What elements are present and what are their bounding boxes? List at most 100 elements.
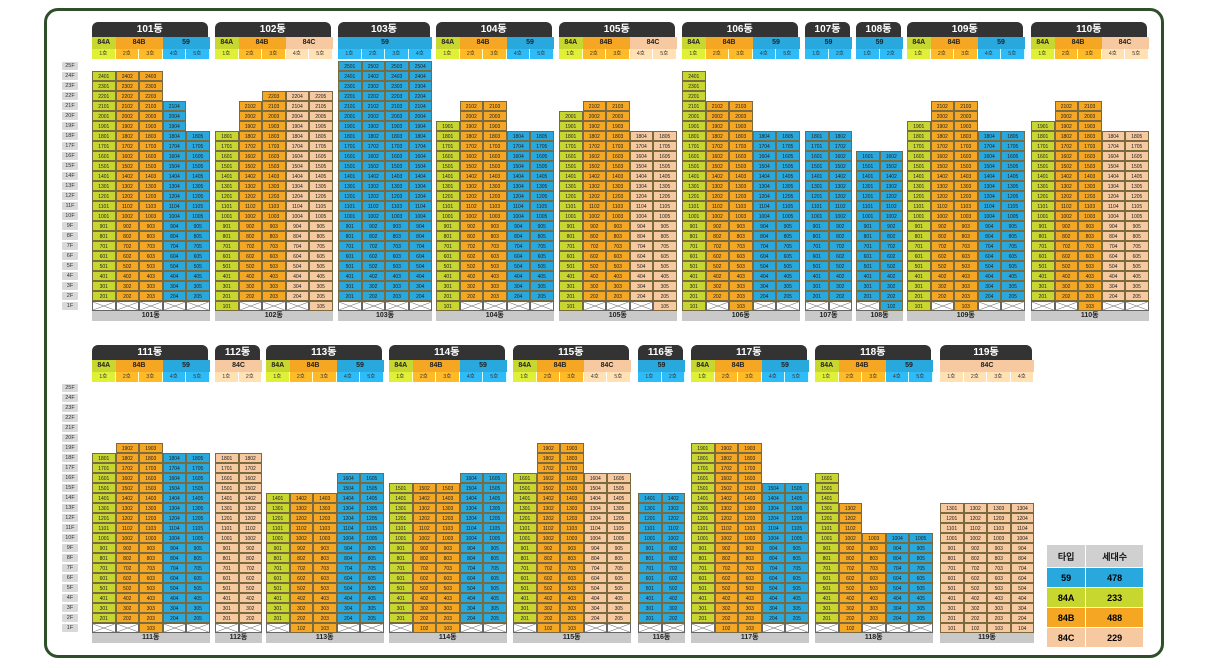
unit-cell: 1502 bbox=[714, 483, 738, 493]
building-header: 117동 bbox=[691, 345, 807, 360]
unit-cell: 504 bbox=[885, 583, 909, 593]
floor-label: 15F bbox=[62, 162, 78, 170]
unit-cell: 905 bbox=[530, 221, 554, 231]
unit-cell: 802 bbox=[1054, 231, 1078, 241]
unit-cell: 1702 bbox=[714, 463, 738, 473]
unit-cell: 1304 bbox=[459, 503, 483, 513]
unit-cell: 1202 bbox=[714, 513, 738, 523]
unit-cell: 1605 bbox=[776, 151, 800, 161]
unit-cell: 1001 bbox=[1031, 211, 1055, 221]
unit-cell: 205 bbox=[653, 291, 677, 301]
unit-cell: 1201 bbox=[907, 191, 931, 201]
unit-cell: 1001 bbox=[215, 533, 239, 543]
unit-cell: 203 bbox=[560, 613, 584, 623]
unit-cell: 1003 bbox=[262, 211, 286, 221]
unit-cell: 404 bbox=[583, 593, 607, 603]
unit-cell: 1602 bbox=[930, 151, 954, 161]
unit-cell: 902 bbox=[930, 221, 954, 231]
unit-cell: 904 bbox=[761, 543, 785, 553]
unit-cell: 1201 bbox=[682, 191, 706, 201]
unit-cell: 804 bbox=[285, 231, 309, 241]
unit-cell: 604 bbox=[752, 251, 776, 261]
unit-type-cell: 59 bbox=[162, 360, 210, 372]
unit-cell: 1103 bbox=[313, 523, 337, 533]
unit-type-cell: 84A bbox=[513, 360, 537, 372]
unit-cell: 1705 bbox=[653, 141, 677, 151]
unit-cell: 701 bbox=[940, 563, 964, 573]
unit-cell: 501 bbox=[815, 583, 839, 593]
building-ground-label: 113동 bbox=[266, 633, 384, 643]
unit-cell: 102 bbox=[963, 623, 987, 633]
unit-cell: 904 bbox=[583, 543, 607, 553]
unit-cell: 202 bbox=[582, 291, 606, 301]
unit-cell: 1402 bbox=[661, 493, 685, 503]
unit-cell: 1004 bbox=[629, 211, 653, 221]
unit-cell: 1205 bbox=[785, 513, 809, 523]
unit-cell: 1704 bbox=[162, 463, 186, 473]
unit-cell: 402 bbox=[238, 593, 262, 603]
unit-cell: 1104 bbox=[408, 201, 432, 211]
unit-cell: 903 bbox=[385, 221, 409, 231]
unit-cell: 2204 bbox=[285, 91, 309, 101]
unit-cell: 201 bbox=[682, 291, 706, 301]
unit-cell: 2303 bbox=[385, 81, 409, 91]
unit-cell: 302 bbox=[661, 603, 685, 613]
unit-cell: 1602 bbox=[705, 151, 729, 161]
unit-cell: 1602 bbox=[238, 151, 262, 161]
unit-cell: 603 bbox=[862, 573, 886, 583]
unit-cell: 902 bbox=[1054, 221, 1078, 231]
unit-cell: 1202 bbox=[361, 191, 385, 201]
unit-cell: 1502 bbox=[115, 483, 139, 493]
unit-cell: 1402 bbox=[238, 171, 262, 181]
unit-cell: 1902 bbox=[705, 121, 729, 131]
unit-type-cell: 59 bbox=[885, 360, 933, 372]
unit-cell: 303 bbox=[1078, 281, 1102, 291]
unit-cell: 1701 bbox=[436, 141, 460, 151]
unit-cell: 1203 bbox=[738, 513, 762, 523]
unit-cell: 1304 bbox=[761, 503, 785, 513]
plan-frame bbox=[44, 8, 1164, 658]
unit-cell: 804 bbox=[752, 231, 776, 241]
line-number-cell: 1호 bbox=[266, 372, 290, 382]
unit-cell: 605 bbox=[607, 573, 631, 583]
unit-cell: 2003 bbox=[385, 111, 409, 121]
unit-cell: 804 bbox=[583, 553, 607, 563]
building-ground-label: 103동 bbox=[338, 311, 432, 321]
unit-cell: 805 bbox=[360, 553, 384, 563]
unit-cell: 2102 bbox=[705, 101, 729, 111]
unit-cell: 305 bbox=[607, 603, 631, 613]
unit-cell: 403 bbox=[987, 593, 1011, 603]
unit-cell: 601 bbox=[389, 573, 413, 583]
unit-cell: 705 bbox=[483, 563, 507, 573]
unit-cell: 1305 bbox=[483, 503, 507, 513]
unit-cell: 605 bbox=[653, 251, 677, 261]
unit-cell: 202 bbox=[459, 291, 483, 301]
unit-cell: 504 bbox=[336, 583, 360, 593]
line-number-cell: 2호 bbox=[705, 49, 729, 59]
unit-cell: 401 bbox=[559, 271, 583, 281]
unit-cell: 905 bbox=[309, 221, 333, 231]
unit-cell: 402 bbox=[412, 593, 436, 603]
unit-cell: 304 bbox=[336, 603, 360, 613]
line-number-cell: 5호 bbox=[653, 49, 677, 59]
unit-cell: 1505 bbox=[776, 161, 800, 171]
unit-cell: 1402 bbox=[459, 171, 483, 181]
unit-cell: 403 bbox=[483, 271, 507, 281]
unit-cell: 205 bbox=[1125, 291, 1149, 301]
unit-cell: 902 bbox=[582, 221, 606, 231]
unit-cell: 1704 bbox=[1101, 141, 1125, 151]
unit-cell: 301 bbox=[215, 603, 239, 613]
unit-cell: 803 bbox=[1078, 231, 1102, 241]
unit-cell: 1804 bbox=[162, 131, 186, 141]
unit-cell: 702 bbox=[879, 241, 903, 251]
unit-cell: 1301 bbox=[1031, 181, 1055, 191]
unit-cell: 1303 bbox=[483, 181, 507, 191]
unit-cell: 803 bbox=[729, 231, 753, 241]
unit-cell: 304 bbox=[752, 281, 776, 291]
unit-cell: 1202 bbox=[1054, 191, 1078, 201]
unit-cell: 1104 bbox=[1101, 201, 1125, 211]
unit-cell: 602 bbox=[459, 251, 483, 261]
unit-cell: 701 bbox=[215, 563, 239, 573]
unit-cell: 1604 bbox=[336, 473, 360, 483]
unit-cell: 2003 bbox=[483, 111, 507, 121]
